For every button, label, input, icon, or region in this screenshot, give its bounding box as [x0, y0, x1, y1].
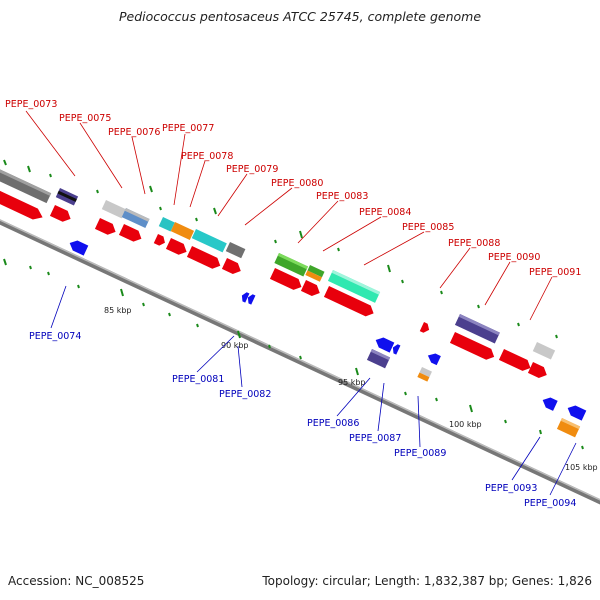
page-title: Pediococcus pentosaceus ATCC 25745, comp…	[118, 9, 482, 24]
gene-label-pepe-0075: PEPE_0075	[59, 113, 111, 124]
feature-track-upper	[0, 167, 556, 360]
kbp-label-100: 100 kbp	[449, 420, 482, 429]
forward-genes	[0, 190, 547, 378]
kbp-label-90: 90 kbp	[221, 341, 249, 350]
kbp-label-95: 95 kbp	[338, 378, 366, 387]
gene-label-pepe-0090: PEPE_0090	[488, 252, 540, 263]
gene-label-pepe-0080: PEPE_0080	[271, 178, 323, 189]
gene-label-pepe-0083: PEPE_0083	[316, 191, 368, 202]
gene-label-pepe-0094: PEPE_0094	[524, 498, 576, 509]
gene-label-pepe-0077: PEPE_0077	[162, 123, 214, 134]
kbp-label-85: 85 kbp	[104, 306, 132, 315]
kbp-label-105: 105 kbp	[565, 463, 598, 472]
accession-text: Accession: NC_008525	[8, 574, 145, 588]
gene-label-pepe-0079: PEPE_0079	[226, 164, 278, 175]
gene-label-pepe-0074: PEPE_0074	[29, 331, 81, 342]
reverse-genes	[69, 240, 587, 438]
gene-label-pepe-0073: PEPE_0073	[5, 99, 57, 110]
gene-label-pepe-0076: PEPE_0076	[108, 127, 160, 138]
genome-backbone	[0, 215, 600, 516]
topology-text: Topology: circular; Length: 1,832,387 bp…	[262, 574, 592, 588]
gene-label-pepe-0084: PEPE_0084	[359, 207, 411, 218]
gene-label-pepe-0078: PEPE_0078	[181, 151, 233, 162]
gene-label-pepe-0089: PEPE_0089	[394, 448, 446, 459]
gene-label-pepe-0087: PEPE_0087	[349, 433, 401, 444]
gene-label-pepe-0082: PEPE_0082	[219, 389, 271, 400]
tick-row-top	[3, 159, 558, 339]
tick-row-bottom	[3, 258, 584, 450]
gene-label-pepe-0085: PEPE_0085	[402, 222, 454, 233]
gene-label-pepe-0081: PEPE_0081	[172, 374, 224, 385]
gene-label-pepe-0091: PEPE_0091	[529, 267, 581, 278]
leader-lines-bottom	[50, 285, 577, 496]
gene-label-pepe-0086: PEPE_0086	[307, 418, 359, 429]
gene-label-pepe-0093: PEPE_0093	[485, 483, 537, 494]
gene-label-pepe-0088: PEPE_0088	[448, 238, 500, 249]
leader-lines-top	[25, 110, 553, 321]
